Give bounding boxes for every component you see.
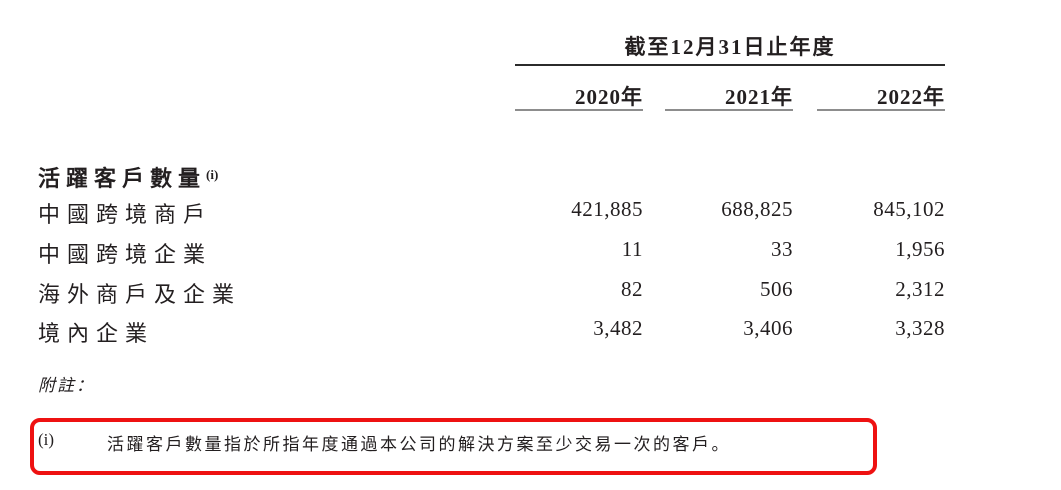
cell-value: 33: [771, 237, 793, 261]
cell-value: 506: [760, 277, 793, 301]
cell-value: 688,825: [721, 197, 793, 221]
cell-value: 3,406: [743, 316, 793, 340]
row-label: 海外商戶及企業: [38, 282, 242, 307]
cell-value: 2,312: [895, 277, 945, 301]
row-label: 中國跨境企業: [38, 242, 213, 267]
cell-value: 845,102: [873, 197, 945, 221]
year-underline: [515, 109, 643, 111]
year-header-row: 2020年 2021年 2022年: [0, 81, 1061, 109]
cell-value: 3,328: [895, 316, 945, 340]
table-row: 中國跨境企業 11 33 1,956: [0, 237, 1061, 267]
section-title: 活躍客戶數量(i): [38, 161, 218, 193]
table-row: 海外商戶及企業 82 506 2,312: [0, 277, 1061, 307]
header-rule: [515, 64, 945, 66]
year-underline: [665, 109, 793, 111]
year-underline: [817, 109, 945, 111]
section-title-text: 活躍客戶數量: [38, 166, 207, 191]
highlight-annotation-box: [30, 418, 877, 475]
year-header-2021: 2021年: [725, 85, 793, 109]
footnote-marker: (i): [38, 430, 55, 449]
year-header-2020: 2020年: [575, 85, 643, 109]
cell-value: 421,885: [571, 197, 643, 221]
section-title-footnote-ref: (i): [206, 167, 219, 182]
notes-heading: 附註：: [38, 376, 95, 395]
cell-value: 11: [621, 237, 643, 261]
footnote-text: 活躍客戶數量指於所指年度通過本公司的解決方案至少交易一次的客戶。: [107, 435, 731, 454]
row-label: 境內企業: [38, 321, 155, 346]
cell-value: 82: [621, 277, 643, 301]
table-row: 境內企業 3,482 3,406 3,328: [0, 316, 1061, 346]
period-header: 截至12月31日止年度: [624, 35, 836, 59]
cell-value: 1,956: [895, 237, 945, 261]
cell-value: 3,482: [593, 316, 643, 340]
table-row: 中國跨境商戶 421,885 688,825 845,102: [0, 197, 1061, 227]
row-label: 中國跨境商戶: [38, 202, 213, 227]
year-header-2022: 2022年: [877, 85, 945, 109]
